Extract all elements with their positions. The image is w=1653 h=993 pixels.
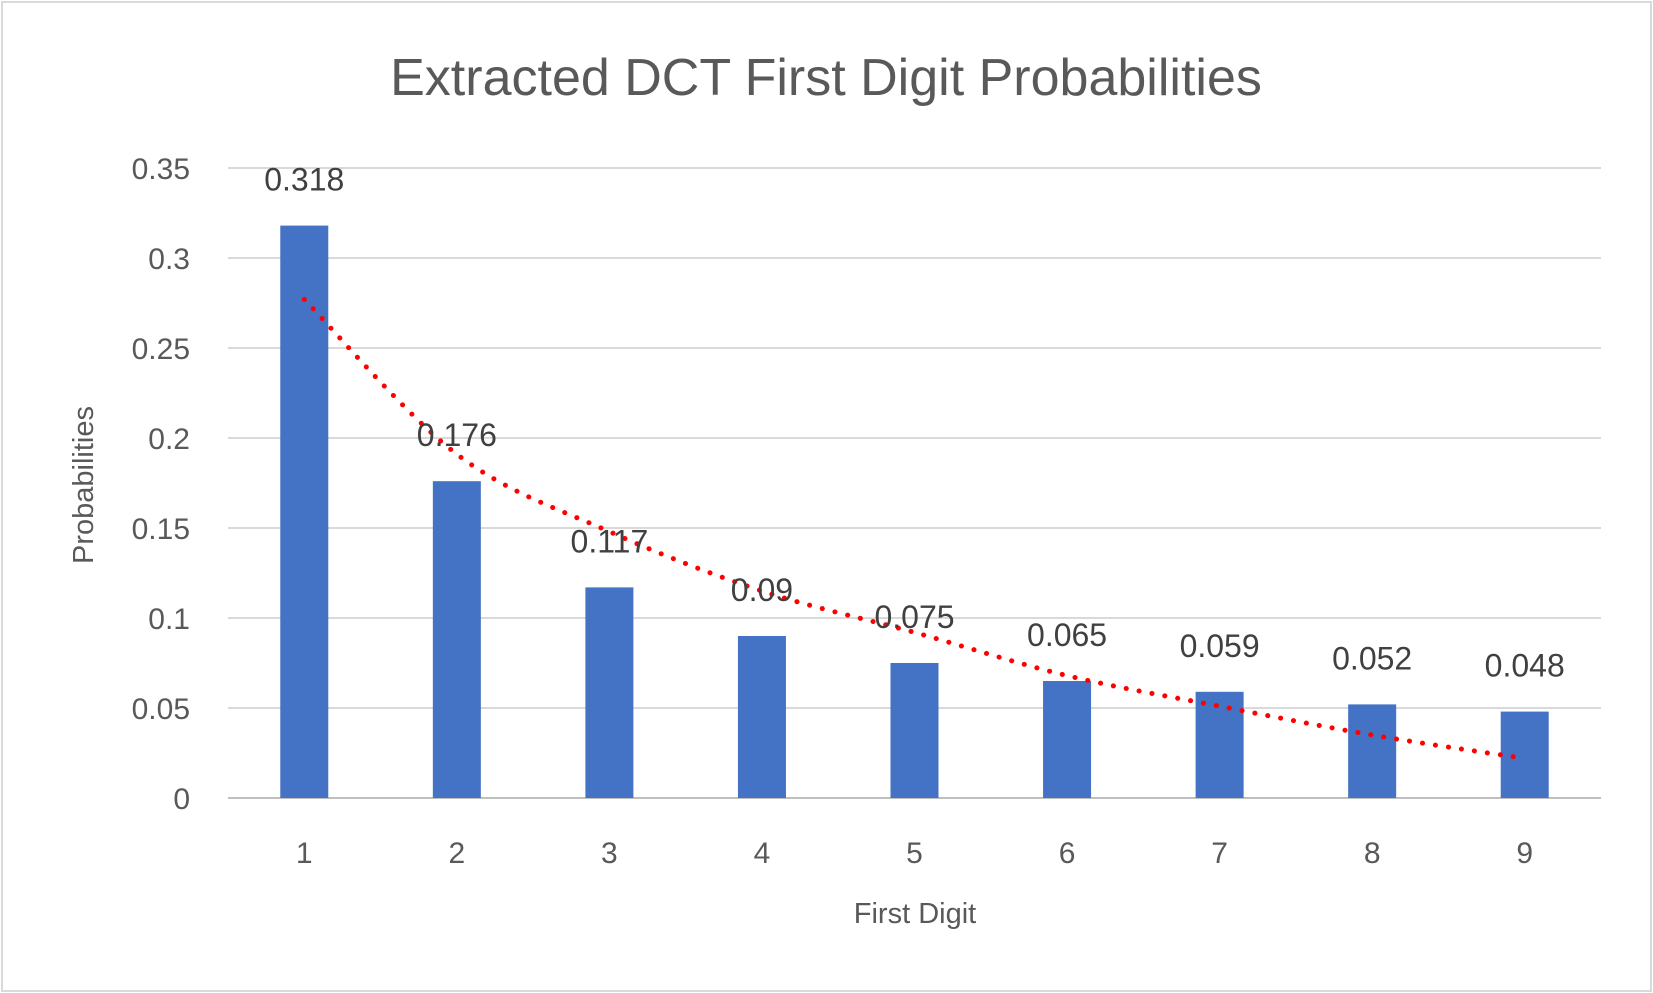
data-label: 0.075: [874, 599, 954, 635]
bar: [1500, 711, 1549, 798]
y-tick-label: 0.15: [132, 513, 190, 546]
x-tick-label: 1: [296, 837, 313, 870]
y-tick-label: 0.2: [148, 423, 190, 456]
x-axis-ticks: 1 2 3 4 5 6 7 8 9: [296, 837, 1533, 870]
bar: [432, 481, 481, 798]
x-tick-label: 6: [1059, 837, 1076, 870]
data-label: 0.318: [264, 162, 344, 198]
bar: [890, 663, 939, 798]
y-tick-label: 0.3: [148, 243, 190, 276]
data-label: 0.052: [1332, 640, 1412, 676]
data-label: 0.117: [571, 523, 649, 559]
data-label: 0.176: [417, 417, 497, 453]
bar: [1195, 691, 1244, 798]
x-tick-label: 9: [1516, 837, 1533, 870]
x-tick-label: 7: [1211, 837, 1228, 870]
y-tick-label: 0.1: [148, 603, 190, 636]
y-axis-label: Probabilities: [68, 406, 100, 564]
data-labels: 0.318 0.176 0.117 0.09 0.075 0.065 0.059 0.052 0…: [264, 162, 1565, 684]
data-label: 0.059: [1180, 628, 1260, 664]
trendline: [301, 296, 1528, 761]
x-tick-label: 5: [906, 837, 923, 870]
x-tick-label: 4: [754, 837, 771, 870]
x-tick-label: 3: [601, 837, 618, 870]
bar: [585, 587, 634, 798]
x-tick-label: 8: [1364, 837, 1381, 870]
trendline-path: [301, 296, 1528, 761]
y-tick-label: 0: [173, 783, 190, 816]
y-axis-ticks: 0 0.05 0.1 0.15 0.2 0.25 0.3 0.35: [132, 153, 190, 816]
bar: [280, 225, 329, 799]
data-label: 0.065: [1027, 617, 1107, 653]
data-label: 0.09: [731, 572, 793, 608]
x-tick-label: 2: [448, 837, 465, 870]
bar: [1348, 704, 1397, 798]
bars: [280, 225, 1549, 799]
y-tick-label: 0.35: [132, 153, 190, 186]
bar: [737, 636, 786, 798]
bar: [1043, 681, 1092, 798]
data-label: 0.048: [1485, 648, 1565, 684]
chart-title: Extracted DCT First Digit Probabilities: [390, 49, 1262, 107]
x-axis-label: First Digit: [854, 898, 976, 930]
y-tick-label: 0.25: [132, 333, 190, 366]
y-tick-label: 0.05: [132, 693, 190, 726]
